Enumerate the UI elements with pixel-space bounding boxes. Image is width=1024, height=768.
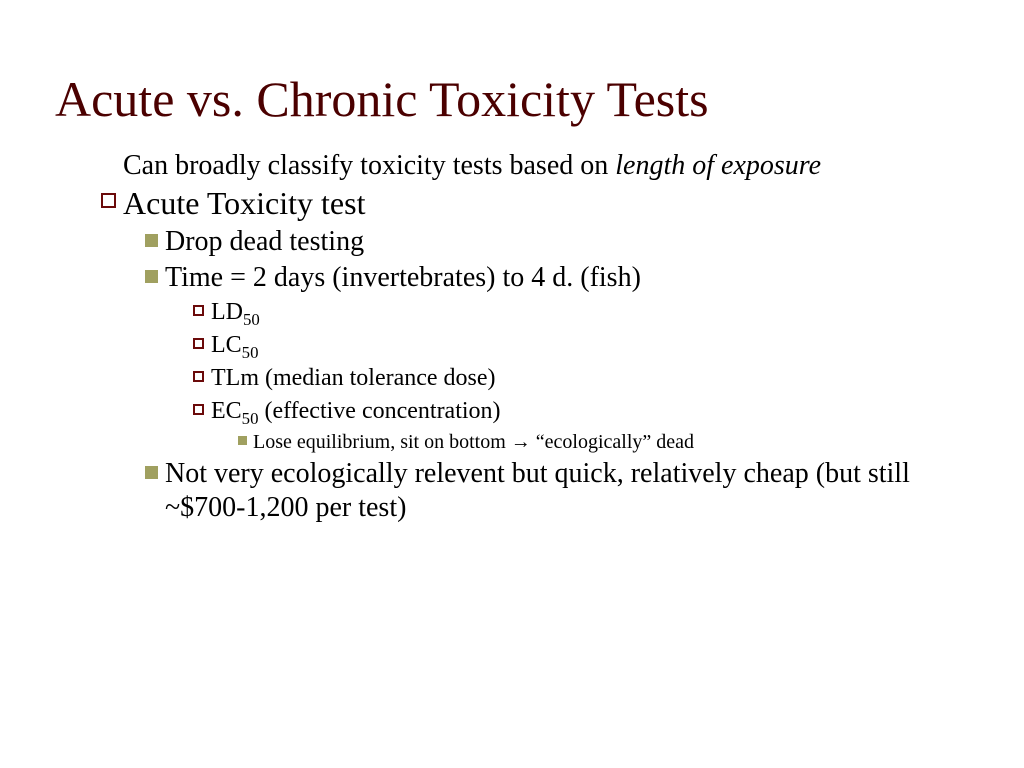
metric-sub: 50 [243, 309, 260, 328]
detail-text: Lose equilibrium, sit on bottom → “ecolo… [253, 429, 969, 455]
intro-pre: Can broadly classify toxicity tests base… [123, 150, 615, 181]
filled-square-small-icon [231, 429, 253, 445]
hollow-square-icon [93, 183, 123, 208]
metric-ec50: EC50 (effective concentration) [185, 396, 969, 427]
hollow-square-small-icon [185, 396, 211, 415]
hollow-square-small-icon [185, 363, 211, 382]
section-heading-row: Acute Toxicity test [93, 183, 969, 223]
metric-sub: 50 [242, 409, 259, 428]
metric-text: LD50 [211, 297, 969, 328]
bullet-text: Not very ecologically relevent but quick… [165, 457, 969, 524]
metric-pre: LC [211, 332, 242, 358]
section-heading: Acute Toxicity test [123, 183, 969, 223]
metric-lc50: LC50 [185, 330, 969, 361]
bullet-drop-dead: Drop dead testing [137, 225, 969, 259]
filled-square-icon [137, 457, 165, 479]
metric-pre: LD [211, 299, 243, 325]
ec50-detail: Lose equilibrium, sit on bottom → “ecolo… [231, 429, 969, 455]
bullet-text: Time = 2 days (invertebrates) to 4 d. (f… [165, 261, 969, 295]
hollow-square-small-icon [185, 297, 211, 316]
slide-body: Can broadly classify toxicity tests base… [93, 150, 969, 524]
intro-text: Can broadly classify toxicity tests base… [123, 150, 969, 181]
metric-pre: EC [211, 398, 242, 424]
metric-ld50: LD50 [185, 297, 969, 328]
metric-sub: 50 [242, 343, 259, 362]
slide-title: Acute vs. Chronic Toxicity Tests [55, 70, 969, 128]
intro-italic: length of exposure [615, 150, 821, 181]
metric-tlm: TLm (median tolerance dose) [185, 363, 969, 394]
bullet-relevance: Not very ecologically relevent but quick… [137, 457, 969, 524]
slide: Acute vs. Chronic Toxicity Tests Can bro… [0, 0, 1024, 768]
metric-text: TLm (median tolerance dose) [211, 363, 969, 394]
intro-line: Can broadly classify toxicity tests base… [93, 150, 969, 181]
metric-text: EC50 (effective concentration) [211, 396, 969, 427]
hollow-square-small-icon [185, 330, 211, 349]
bullet-time: Time = 2 days (invertebrates) to 4 d. (f… [137, 261, 969, 295]
metric-post: (effective concentration) [258, 398, 500, 424]
filled-square-icon [137, 225, 165, 247]
filled-square-icon [137, 261, 165, 283]
bullet-text: Drop dead testing [165, 225, 969, 259]
metric-text: LC50 [211, 330, 969, 361]
